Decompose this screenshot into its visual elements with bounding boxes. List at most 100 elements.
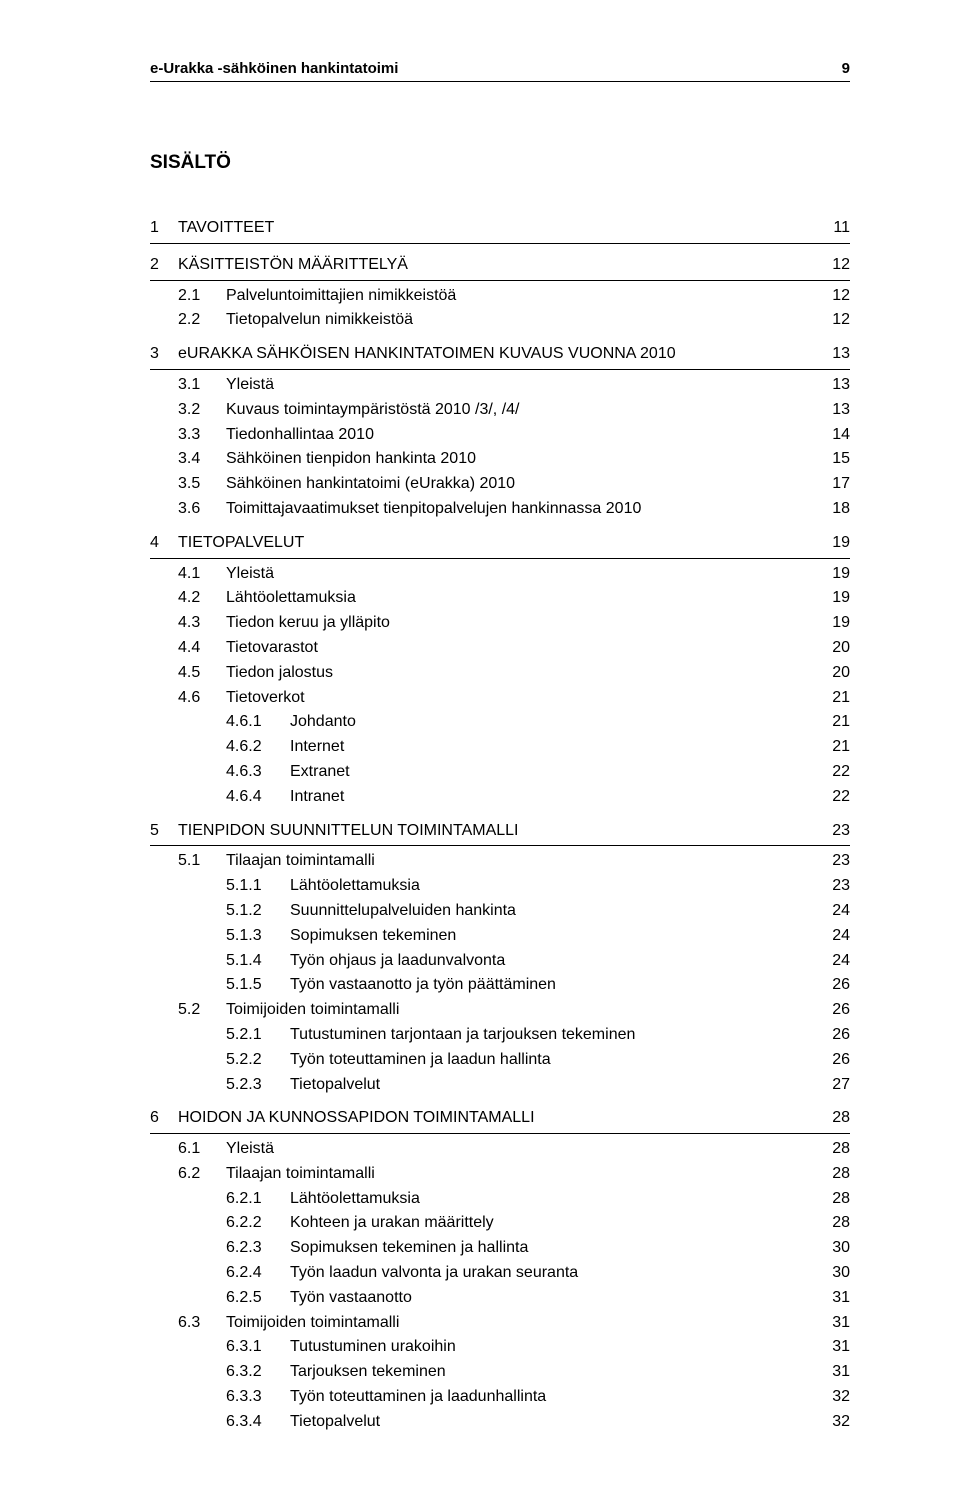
toc-entry-label: Extranet — [290, 760, 820, 785]
toc-entry-page: 31 — [820, 1360, 850, 1385]
toc-entry-label: Toimijoiden toimintamalli — [226, 1311, 820, 1336]
toc-entry-label: Työn laadun valvonta ja urakan seuranta — [290, 1261, 820, 1286]
toc-entry-label: Sähköinen tienpidon hankinta 2010 — [226, 447, 820, 472]
toc-entry-page: 30 — [820, 1236, 850, 1261]
toc-entry: 4.6.1Johdanto21 — [150, 710, 850, 735]
toc-entry-number: 4.5 — [150, 661, 226, 686]
toc-entry-label: Toimittajavaatimukset tienpitopalvelujen… — [226, 497, 820, 522]
toc-entry: 6.1Yleistä28 — [150, 1137, 850, 1162]
toc-entry-label: Tilaajan toimintamalli — [226, 849, 820, 874]
toc-entry-page: 30 — [820, 1261, 850, 1286]
toc-entry: 3.6Toimittajavaatimukset tienpitopalvelu… — [150, 497, 850, 522]
toc-entry-number: 5.1.5 — [150, 973, 290, 998]
toc-entry-page: 28 — [820, 1162, 850, 1187]
toc-entry-page: 19 — [820, 531, 850, 556]
toc-entry-label: Työn vastaanotto ja työn päättäminen — [290, 973, 820, 998]
toc-entry-page: 13 — [820, 373, 850, 398]
toc-entry-number: 4.6 — [150, 686, 226, 711]
toc-entry-page: 28 — [820, 1106, 850, 1131]
toc-entry-number: 6.2 — [150, 1162, 226, 1187]
toc-entry: 6.2Tilaajan toimintamalli28 — [150, 1162, 850, 1187]
toc-entry-label: Yleistä — [226, 562, 820, 587]
toc-entry-label: Tiedon keruu ja ylläpito — [226, 611, 820, 636]
toc-entry-page: 21 — [820, 686, 850, 711]
page-number: 9 — [842, 60, 850, 77]
toc-entry: 5.2Toimijoiden toimintamalli26 — [150, 998, 850, 1023]
toc-entry: 1TAVOITTEET11 — [150, 216, 850, 244]
toc-entry-number: 6 — [150, 1106, 178, 1131]
toc-entry-page: 12 — [820, 284, 850, 309]
toc-entry-number: 6.2.4 — [150, 1261, 290, 1286]
toc-entry-label: Työn toteuttaminen ja laadunhallinta — [290, 1385, 820, 1410]
toc-entry-label: Työn toteuttaminen ja laadun hallinta — [290, 1048, 820, 1073]
toc-entry-number: 4.2 — [150, 586, 226, 611]
toc-entry: 6.2.1Lähtöolettamuksia28 — [150, 1187, 850, 1212]
toc-entry-number: 4.4 — [150, 636, 226, 661]
toc-entry-page: 28 — [820, 1187, 850, 1212]
toc-entry-page: 28 — [820, 1211, 850, 1236]
toc-entry-page: 28 — [820, 1137, 850, 1162]
toc-entry: 4.5Tiedon jalostus20 — [150, 661, 850, 686]
toc-entry-label: Tutustuminen tarjontaan ja tarjouksen te… — [290, 1023, 820, 1048]
toc-entry-page: 22 — [820, 785, 850, 810]
toc-entry-page: 21 — [820, 735, 850, 760]
toc-entry-label: KÄSITTEISTÖN MÄÄRITTELYÄ — [178, 253, 820, 278]
toc-entry-page: 11 — [820, 216, 850, 241]
toc-entry-number: 4.6.2 — [150, 735, 290, 760]
toc-entry-page: 31 — [820, 1311, 850, 1336]
toc-entry-number: 6.2.2 — [150, 1211, 290, 1236]
toc-entry-page: 23 — [820, 874, 850, 899]
toc-entry: 3.3Tiedonhallintaa 201014 — [150, 423, 850, 448]
toc-entry-number: 5 — [150, 819, 178, 844]
toc-entry-label: Tietopalvelut — [290, 1410, 820, 1435]
table-of-contents: 1TAVOITTEET112KÄSITTEISTÖN MÄÄRITTELYÄ12… — [150, 216, 850, 1435]
toc-entry-page: 17 — [820, 472, 850, 497]
toc-entry-page: 14 — [820, 423, 850, 448]
toc-entry-page: 22 — [820, 760, 850, 785]
toc-entry-number: 2 — [150, 253, 178, 278]
toc-entry-number: 3.4 — [150, 447, 226, 472]
toc-entry: 3eURAKKA SÄHKÖISEN HANKINTATOIMEN KUVAUS… — [150, 342, 850, 370]
toc-entry-page: 12 — [820, 308, 850, 333]
toc-entry-label: eURAKKA SÄHKÖISEN HANKINTATOIMEN KUVAUS … — [178, 342, 820, 367]
toc-entry-label: Sähköinen hankintatoimi (eUrakka) 2010 — [226, 472, 820, 497]
toc-entry: 3.1Yleistä13 — [150, 373, 850, 398]
toc-entry: 2.2Tietopalvelun nimikkeistöä12 — [150, 308, 850, 333]
toc-entry-label: TIETOPALVELUT — [178, 531, 820, 556]
toc-entry: 6.3.3Työn toteuttaminen ja laadunhallint… — [150, 1385, 850, 1410]
toc-entry-number: 5.2.1 — [150, 1023, 290, 1048]
toc-entry-page: 15 — [820, 447, 850, 472]
toc-entry: 6.2.4Työn laadun valvonta ja urakan seur… — [150, 1261, 850, 1286]
toc-entry: 2.1Palveluntoimittajien nimikkeistöä12 — [150, 284, 850, 309]
toc-entry-number: 3.2 — [150, 398, 226, 423]
toc-entry: 5.2.2Työn toteuttaminen ja laadun hallin… — [150, 1048, 850, 1073]
toc-entry-label: Yleistä — [226, 1137, 820, 1162]
toc-entry-number: 3.3 — [150, 423, 226, 448]
toc-entry-page: 23 — [820, 819, 850, 844]
toc-entry: 6.2.2Kohteen ja urakan määrittely28 — [150, 1211, 850, 1236]
toc-entry-label: Tiedon jalostus — [226, 661, 820, 686]
toc-entry-number: 4.6.1 — [150, 710, 290, 735]
toc-entry-number: 3.5 — [150, 472, 226, 497]
toc-entry: 6.2.5Työn vastaanotto31 — [150, 1286, 850, 1311]
toc-entry-label: Lähtöolettamuksia — [290, 1187, 820, 1212]
toc-entry: 3.4Sähköinen tienpidon hankinta 201015 — [150, 447, 850, 472]
toc-entry-page: 31 — [820, 1286, 850, 1311]
page-header: e-Urakka -sähköinen hankintatoimi 9 — [150, 60, 850, 77]
toc-entry-number: 6.2.5 — [150, 1286, 290, 1311]
toc-entry-label: Internet — [290, 735, 820, 760]
toc-entry: 5.2.1Tutustuminen tarjontaan ja tarjouks… — [150, 1023, 850, 1048]
toc-entry: 5.1.4Työn ohjaus ja laadunvalvonta24 — [150, 949, 850, 974]
toc-entry-label: Toimijoiden toimintamalli — [226, 998, 820, 1023]
toc-entry-label: Työn ohjaus ja laadunvalvonta — [290, 949, 820, 974]
toc-entry-number: 6.2.1 — [150, 1187, 290, 1212]
toc-entry: 5.1.2Suunnittelupalveluiden hankinta24 — [150, 899, 850, 924]
toc-entry-number: 4 — [150, 531, 178, 556]
toc-entry-number: 5.1.4 — [150, 949, 290, 974]
toc-entry-page: 26 — [820, 1048, 850, 1073]
toc-entry-page: 19 — [820, 611, 850, 636]
toc-entry: 6.2.3Sopimuksen tekeminen ja hallinta30 — [150, 1236, 850, 1261]
toc-entry-page: 23 — [820, 849, 850, 874]
toc-entry-label: Tiedonhallintaa 2010 — [226, 423, 820, 448]
toc-entry: 5TIENPIDON SUUNNITTELUN TOIMINTAMALLI23 — [150, 819, 850, 847]
